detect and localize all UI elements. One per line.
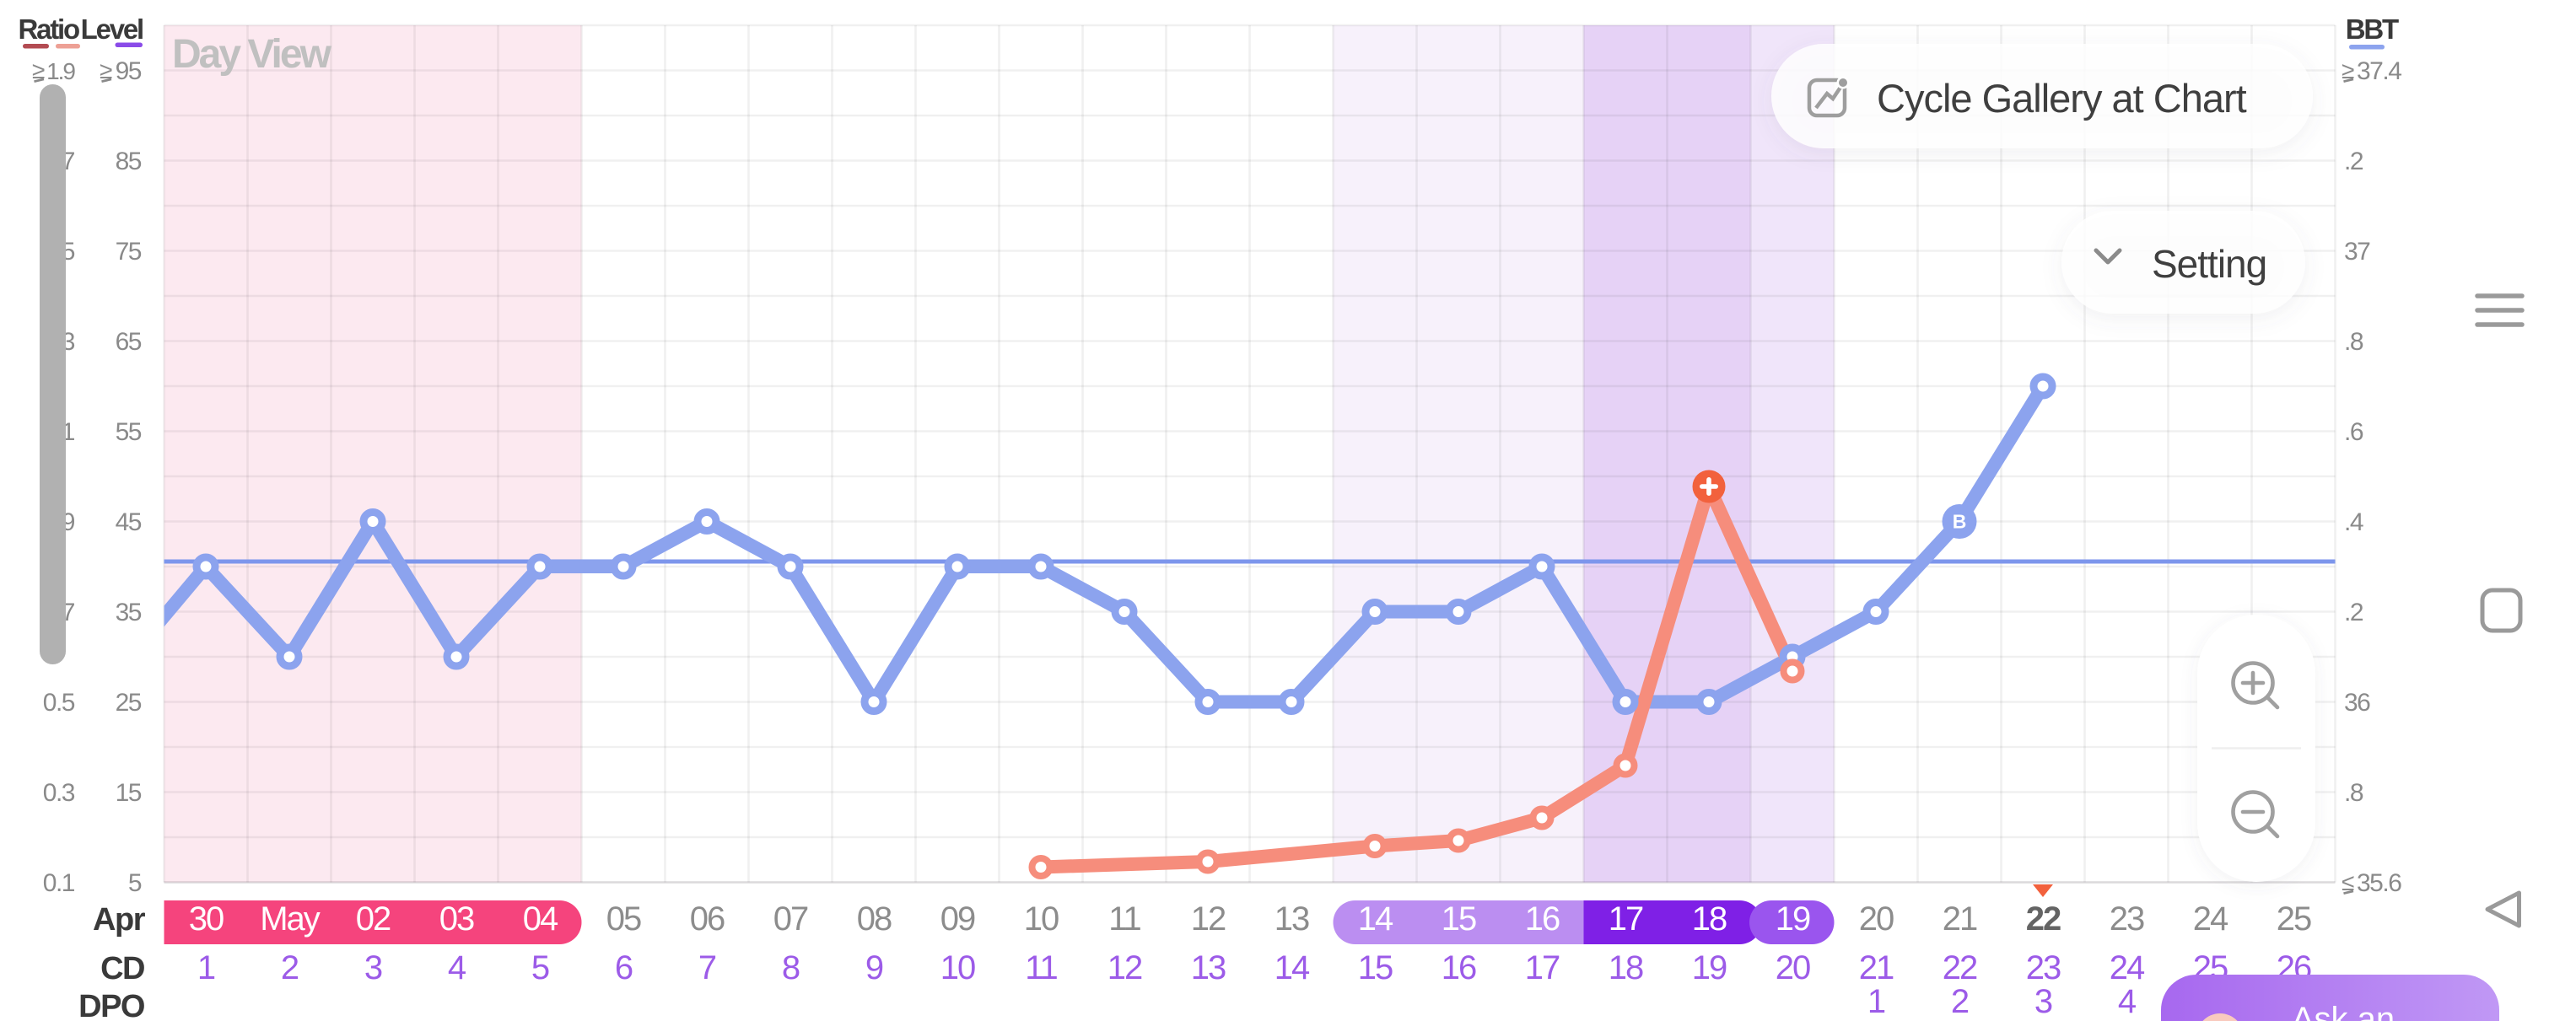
svg-text:09: 09 [940, 900, 975, 938]
svg-text:15: 15 [1442, 900, 1476, 938]
svg-text:06: 06 [690, 900, 725, 938]
svg-text:22: 22 [2026, 900, 2061, 938]
svg-text:1.9: 1.9 [46, 58, 75, 84]
svg-text:24: 24 [2110, 949, 2145, 986]
svg-text:18: 18 [1692, 900, 1727, 938]
svg-text:≥: ≥ [2342, 57, 2354, 83]
svg-text:07: 07 [773, 900, 808, 938]
svg-text:Cycle Gallery at Chart: Cycle Gallery at Chart [1877, 76, 2247, 121]
svg-text:8: 8 [782, 949, 800, 986]
svg-text:16: 16 [1442, 949, 1476, 986]
svg-text:4: 4 [2118, 983, 2137, 1020]
svg-text:35.6: 35.6 [2357, 869, 2401, 897]
svg-text:19: 19 [1692, 949, 1727, 986]
svg-text:.8: .8 [2344, 328, 2363, 356]
svg-text:23: 23 [2110, 900, 2144, 938]
svg-text:13: 13 [1275, 900, 1309, 938]
svg-text:25: 25 [2277, 900, 2311, 938]
svg-text:18: 18 [1609, 949, 1643, 986]
svg-text:15: 15 [116, 779, 142, 807]
svg-text:20: 20 [1776, 949, 1810, 986]
svg-text:08: 08 [857, 900, 892, 938]
svg-text:95: 95 [116, 57, 142, 85]
svg-text:11: 11 [1108, 900, 1140, 938]
svg-text:20: 20 [1859, 900, 1894, 938]
svg-text:23: 23 [2026, 949, 2061, 986]
svg-text:19: 19 [1776, 900, 1810, 938]
svg-text:14: 14 [1275, 949, 1310, 986]
svg-text:02: 02 [356, 900, 391, 938]
svg-text:3: 3 [2034, 983, 2052, 1020]
svg-text:0.3: 0.3 [43, 779, 75, 807]
svg-text:Setting: Setting [2152, 242, 2266, 286]
svg-text:16: 16 [1525, 900, 1560, 938]
svg-text:55: 55 [116, 418, 142, 446]
svg-text:.4: .4 [2344, 508, 2363, 536]
svg-text:Level: Level [81, 13, 143, 45]
svg-text:≥: ≥ [32, 57, 45, 83]
svg-text:22: 22 [1943, 949, 1977, 986]
svg-text:17: 17 [1525, 949, 1560, 986]
svg-text:21: 21 [1943, 900, 1977, 938]
svg-text:35: 35 [116, 599, 142, 626]
svg-text:BBT: BBT [2346, 13, 2399, 45]
svg-text:05: 05 [606, 900, 641, 938]
svg-text:85: 85 [116, 148, 142, 175]
svg-text:9: 9 [865, 949, 883, 986]
svg-text:3: 3 [364, 949, 382, 986]
svg-text:30: 30 [189, 900, 224, 938]
svg-text:CD: CD [100, 951, 144, 986]
svg-text:14: 14 [1358, 900, 1393, 938]
svg-text:04: 04 [523, 900, 558, 938]
svg-text:75: 75 [116, 238, 142, 266]
svg-text:15: 15 [1358, 949, 1393, 986]
svg-text:36: 36 [2344, 689, 2370, 717]
svg-text:.2: .2 [2344, 148, 2363, 175]
svg-text:24: 24 [2193, 900, 2228, 938]
svg-text:45: 45 [116, 508, 142, 536]
svg-text:13: 13 [1191, 949, 1226, 986]
svg-text:5: 5 [531, 949, 549, 986]
svg-text:12: 12 [1107, 949, 1142, 986]
svg-text:Ratio: Ratio [18, 13, 79, 45]
svg-text:May: May [260, 900, 321, 938]
svg-text:7: 7 [698, 949, 716, 986]
svg-text:10: 10 [1024, 900, 1059, 938]
svg-text:.8: .8 [2344, 779, 2363, 807]
svg-text:Apr: Apr [93, 902, 146, 938]
svg-text:B: B [1953, 511, 1967, 533]
svg-text:37: 37 [2344, 238, 2370, 266]
svg-text:11: 11 [1025, 949, 1057, 986]
svg-text:.2: .2 [2344, 599, 2363, 626]
svg-text:6: 6 [615, 949, 633, 986]
svg-text:Ask an: Ask an [2292, 1001, 2395, 1021]
svg-text:0.5: 0.5 [43, 689, 75, 717]
svg-text:5: 5 [128, 869, 142, 897]
svg-text:4: 4 [448, 949, 466, 986]
svg-text:1: 1 [1867, 983, 1885, 1020]
svg-text:0.1: 0.1 [43, 869, 75, 897]
svg-text:DPO: DPO [78, 989, 144, 1021]
svg-text:03: 03 [439, 900, 474, 938]
svg-text:≤: ≤ [2342, 869, 2354, 895]
svg-text:10: 10 [940, 949, 975, 986]
svg-text:25: 25 [116, 689, 142, 717]
svg-text:17: 17 [1609, 900, 1643, 938]
svg-text:12: 12 [1191, 900, 1226, 938]
svg-text:37.4: 37.4 [2357, 57, 2401, 85]
svg-text:1: 1 [197, 949, 215, 986]
svg-text:21: 21 [1859, 949, 1894, 986]
svg-text:2: 2 [1951, 983, 1969, 1020]
svg-text:.6: .6 [2344, 418, 2363, 446]
svg-text:≥: ≥ [100, 57, 112, 83]
svg-text:2: 2 [281, 949, 299, 986]
svg-text:65: 65 [116, 328, 142, 356]
svg-text:Day View: Day View [172, 32, 332, 77]
